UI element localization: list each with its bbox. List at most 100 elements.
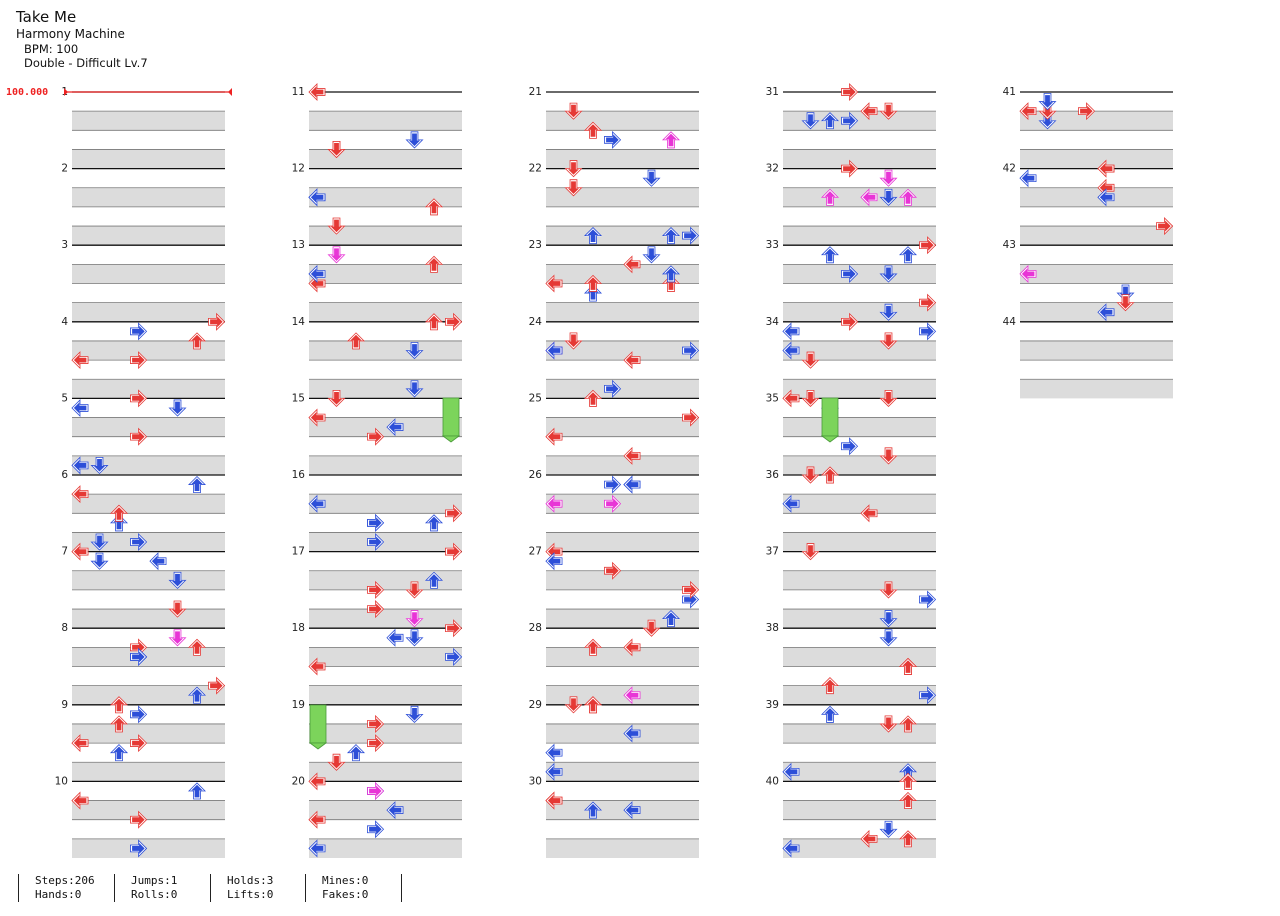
right-arrow-icon	[208, 312, 226, 331]
arrow-outline	[583, 274, 603, 292]
arrow-outline	[879, 715, 898, 733]
hold-tail	[441, 435, 461, 443]
measure-number: 8	[61, 622, 68, 634]
bpm-end-tick	[228, 88, 232, 96]
arrow-outline	[919, 590, 937, 609]
beat-lane	[72, 723, 225, 744]
up-arrow-icon	[820, 188, 840, 206]
arrow-outline	[919, 322, 937, 341]
beat-lane	[783, 570, 936, 590]
arrow-outline	[782, 494, 800, 513]
measure-number: 34	[766, 316, 780, 328]
up-arrow-icon	[187, 638, 207, 656]
arrow-outline	[386, 801, 404, 820]
left-arrow-icon	[1097, 188, 1115, 207]
arrow-outline	[168, 629, 187, 647]
beat-lane	[72, 302, 225, 322]
beat-lane	[309, 340, 462, 361]
beat-lane	[309, 762, 462, 782]
arrow-outline	[623, 686, 641, 705]
measure-number: 42	[1003, 163, 1016, 175]
right-arrow-icon	[367, 600, 385, 619]
left-arrow-icon	[71, 485, 89, 504]
arrow-outline	[820, 466, 840, 484]
right-arrow-icon	[604, 130, 622, 149]
beat-lane	[546, 532, 699, 552]
up-arrow-icon	[424, 313, 444, 331]
arrow-outline	[623, 446, 641, 465]
measure-number: 43	[1003, 239, 1016, 251]
beat-lane	[1020, 111, 1173, 131]
arrow-outline	[682, 580, 700, 599]
stat-fakes: Fakes:0	[322, 888, 369, 901]
measure-number: 26	[529, 469, 543, 481]
beat-lane	[1020, 187, 1173, 207]
left-arrow-icon	[860, 102, 878, 121]
beat-lane	[546, 723, 699, 744]
arrow-outline	[308, 408, 326, 427]
measure-number: 24	[529, 316, 543, 328]
stat-steps: Steps:206	[35, 874, 95, 887]
arrow-outline	[860, 188, 878, 207]
arrow-outline	[130, 533, 148, 552]
down-arrow-icon	[564, 696, 583, 714]
left-arrow-icon	[149, 552, 167, 571]
left-arrow-icon	[545, 341, 563, 360]
measure-number: 15	[292, 392, 305, 404]
song-title: Take Me	[16, 8, 77, 26]
beat-lane	[546, 379, 699, 399]
arrow-outline	[642, 169, 661, 187]
measure-13: 13	[292, 239, 462, 322]
arrow-outline	[424, 571, 444, 589]
arrow-outline	[445, 647, 463, 666]
arrow-outline	[1019, 102, 1037, 121]
left-arrow-icon	[623, 446, 641, 465]
up-arrow-icon	[346, 744, 366, 762]
left-arrow-icon	[308, 188, 326, 207]
beat-lane	[309, 570, 462, 590]
down-arrow-icon	[642, 619, 661, 637]
up-arrow-icon	[187, 332, 207, 350]
arrow-outline	[405, 581, 424, 599]
arrow-outline	[583, 121, 603, 139]
stat-lifts: Lifts:0	[227, 888, 274, 901]
down-arrow-icon	[405, 342, 424, 360]
left-arrow-icon	[623, 255, 641, 274]
measure-number: 10	[55, 775, 68, 787]
right-arrow-icon	[130, 705, 148, 724]
measure-30: 30	[529, 775, 699, 858]
arrow-outline	[386, 418, 404, 437]
beat-lane	[309, 647, 462, 667]
right-arrow-icon	[367, 781, 385, 800]
left-arrow-icon	[623, 801, 641, 820]
arrow-outline	[130, 647, 148, 666]
arrow-outline	[308, 810, 326, 829]
up-arrow-icon	[109, 744, 129, 762]
left-arrow-icon	[386, 628, 404, 647]
right-arrow-icon	[919, 293, 937, 312]
measure-number: 31	[766, 86, 779, 98]
down-arrow-icon	[168, 571, 187, 589]
beat-lane	[783, 532, 936, 552]
up-arrow-icon	[820, 246, 840, 264]
right-arrow-icon	[919, 686, 937, 705]
down-arrow-icon	[168, 629, 187, 647]
beat-lane	[72, 417, 225, 437]
left-arrow-icon	[71, 542, 89, 561]
right-arrow-icon	[682, 580, 700, 599]
arrow-outline	[661, 131, 681, 149]
arrow-outline	[386, 628, 404, 647]
arrow-outline	[1019, 264, 1037, 283]
left-arrow-icon	[308, 494, 326, 513]
beat-lane	[309, 609, 462, 629]
down-arrow-icon	[90, 456, 109, 475]
left-arrow-icon	[308, 82, 326, 102]
arrow-outline	[367, 513, 385, 532]
measure-number: 19	[292, 699, 305, 711]
arrow-outline	[801, 466, 820, 484]
arrow-outline	[445, 504, 463, 523]
up-arrow-icon	[583, 274, 603, 292]
measure-number: 13	[292, 239, 305, 251]
beat-lane	[72, 532, 225, 552]
beat-lane	[72, 340, 225, 361]
